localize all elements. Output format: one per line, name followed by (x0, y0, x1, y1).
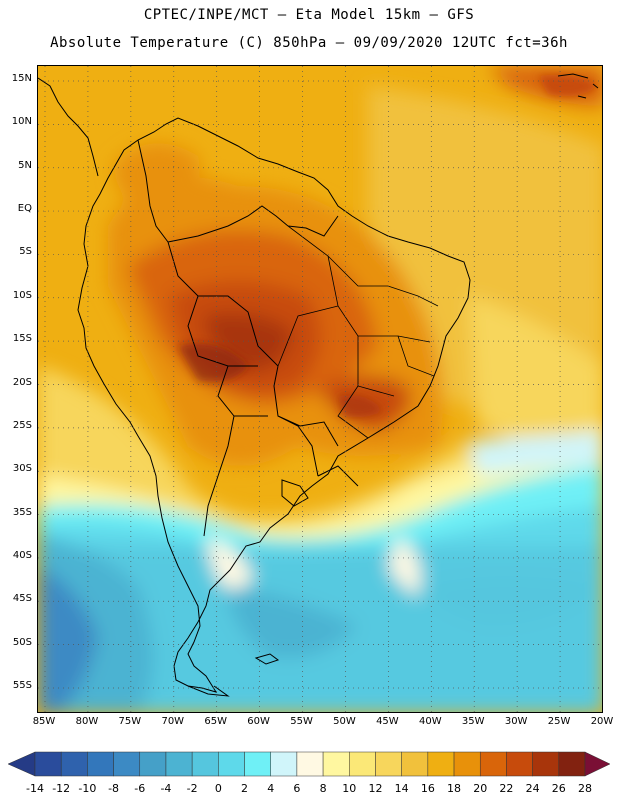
lat-tick-label: 55S (12, 680, 32, 691)
lon-tick-label: 75W (118, 716, 142, 727)
lat-tick-label: 10S (12, 289, 32, 301)
colorbar-swatch (218, 751, 245, 777)
lat-tick-label: 40S (12, 549, 32, 561)
colorbar-swatch (244, 751, 271, 777)
lat-tick-label: 5S (19, 246, 32, 258)
lat-tick-label: 45S (12, 593, 32, 605)
colorbar-tick-label: -12 (52, 782, 71, 795)
lat-tick-label: 5N (18, 159, 32, 171)
colorbar-swatch (139, 751, 167, 777)
colorbar-tick-label: 4 (267, 782, 275, 795)
colorbar-tick-label: 0 (214, 782, 222, 795)
state-borders (277, 225, 439, 439)
colorbar-tick-label: -10 (78, 782, 97, 795)
colorbar (7, 751, 611, 777)
colorbar-under-triangle (7, 751, 36, 777)
lon-tick-label: 35W (461, 716, 485, 727)
colorbar-swatch (401, 751, 429, 777)
central-america-coastline (38, 77, 99, 177)
map-outlines (38, 73, 599, 697)
lat-tick-label: 30S (12, 463, 32, 475)
lon-tick-label: 85W (32, 716, 56, 727)
tierra-del-fuego (187, 685, 230, 697)
lat-tick-label: 50S (12, 636, 32, 648)
chart-title-line2: Absolute Temperature (C) 850hPa – 09/09/… (50, 35, 568, 51)
colorbar-swatch (113, 751, 141, 777)
lon-tick-label: 55W (290, 716, 313, 727)
colorbar-swatch (453, 751, 481, 777)
colorbar-swatch (270, 751, 298, 777)
temperature-map (38, 66, 602, 712)
colorbar-swatch (165, 751, 193, 777)
colorbar-tick-label: 16 (420, 782, 435, 795)
colorbar-swatch (296, 751, 324, 777)
lon-tick-label: 40W (418, 716, 442, 727)
colorbar-swatch (506, 751, 533, 777)
map-frame (37, 65, 603, 713)
colorbar-tick-label: -8 (108, 782, 120, 795)
colorbar-swatch (87, 751, 114, 777)
colorbar-tick-label: 20 (473, 782, 488, 795)
colorbar-tick-label: 8 (319, 782, 327, 795)
colorbar-swatch (375, 751, 402, 777)
colorbar-swatch (427, 751, 455, 777)
lat-tick-label: 15N (11, 73, 32, 84)
lon-tick-label: 20W (590, 716, 614, 727)
colorbar-over-triangle (584, 751, 611, 777)
lat-lon-grid (38, 66, 602, 712)
country-borders (137, 139, 359, 537)
lat-tick-label: 25S (12, 419, 32, 431)
lat-tick-label: 10N (11, 116, 32, 128)
colorbar-swatch (479, 751, 507, 777)
colorbar-swatch (322, 751, 350, 777)
lat-tick-label: 15S (12, 333, 32, 345)
colorbar-tick-label: 26 (551, 782, 566, 795)
colorbar-tick-label: 22 (499, 782, 514, 795)
colorbar-swatch (532, 751, 560, 777)
colorbar-tick-label: -2 (186, 782, 198, 795)
lon-tick-label: 80W (75, 716, 99, 727)
colorbar-swatch (558, 751, 586, 777)
uruguay-outline (281, 479, 309, 507)
lon-tick-label: 45W (376, 716, 399, 727)
lat-tick-label: 35S (12, 506, 32, 518)
colorbar-swatch (60, 751, 88, 777)
colorbar-swatch (191, 751, 219, 777)
colorbar-tick-label: 10 (342, 782, 357, 795)
colorbar-tick-label: -6 (134, 782, 146, 795)
colorbar-tick-label: 24 (525, 782, 540, 795)
lon-tick-label: 60W (247, 716, 270, 727)
caribbean-islands (557, 73, 599, 99)
colorbar-tick-label: 6 (293, 782, 301, 795)
colorbar-tick-label: -4 (160, 782, 172, 795)
lat-tick-label: EQ (17, 203, 32, 215)
colorbar-tick-label: 14 (394, 782, 409, 795)
chart-title-line1: CPTEC/INPE/MCT – Eta Model 15km – GFS (143, 7, 475, 23)
lon-tick-label: 30W (504, 716, 528, 727)
lat-tick-label: 20S (12, 376, 32, 388)
lon-tick-label: 70W (161, 716, 185, 727)
colorbar-tick-label: 2 (241, 782, 249, 795)
temperature-field (38, 66, 602, 712)
colorbar-swatch (349, 751, 376, 777)
falkland-islands (254, 653, 280, 665)
lon-tick-label: 50W (333, 716, 356, 727)
temperature-detail (178, 74, 598, 418)
south-america-coastline (77, 117, 471, 693)
colorbar-tick-label: 28 (578, 782, 592, 795)
colorbar-tick-label: 12 (368, 782, 383, 795)
colorbar-tick-label: 18 (447, 782, 462, 795)
colorbar-tick-label: -14 (26, 782, 44, 795)
lon-tick-label: 25W (547, 716, 571, 727)
lon-tick-label: 65W (204, 716, 227, 727)
colorbar-swatch (34, 751, 62, 777)
